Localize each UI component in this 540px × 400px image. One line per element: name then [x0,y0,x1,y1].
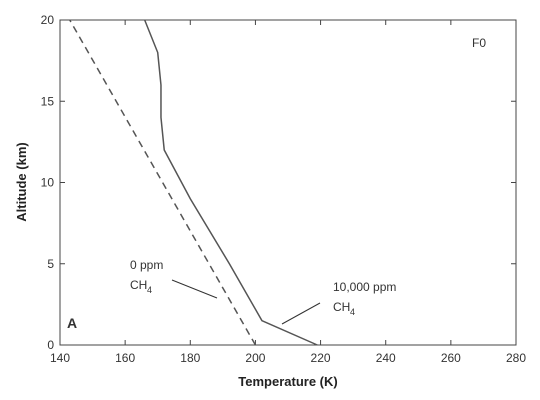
annotation-text: 10,000 ppm [333,280,396,294]
x-tick-label: 220 [311,351,331,365]
y-tick-label: 0 [47,338,54,352]
annotation-text: 0 ppm [130,258,163,272]
plot-frame [59,19,517,346]
x-tick-label: 260 [441,351,461,365]
x-tick-label: 200 [245,351,265,365]
annotation-subscript: 4 [350,307,355,317]
annotation-text: CH [333,300,350,314]
x-tick-label: 180 [180,351,200,365]
y-tick-label: 5 [47,257,54,271]
x-tick-label: 160 [115,351,135,365]
panel-label: A [67,315,77,331]
case-label: F0 [472,36,486,50]
x-tick-label: 280 [506,351,526,365]
leader-line [171,279,218,299]
y-axis-label: Altitude (km) [14,142,29,221]
leader-line [281,302,321,325]
y-tick-label: 10 [41,176,55,190]
annotation-subscript: 4 [147,285,152,295]
y-tick-label: 15 [41,94,55,108]
x-tick-label: 140 [50,351,70,365]
annotation-text: CH [130,278,147,292]
data-line [143,19,318,346]
data-line [69,19,257,346]
x-axis-label: Temperature (K) [238,374,337,389]
y-tick-label: 20 [41,13,55,27]
x-tick-label: 240 [376,351,396,365]
